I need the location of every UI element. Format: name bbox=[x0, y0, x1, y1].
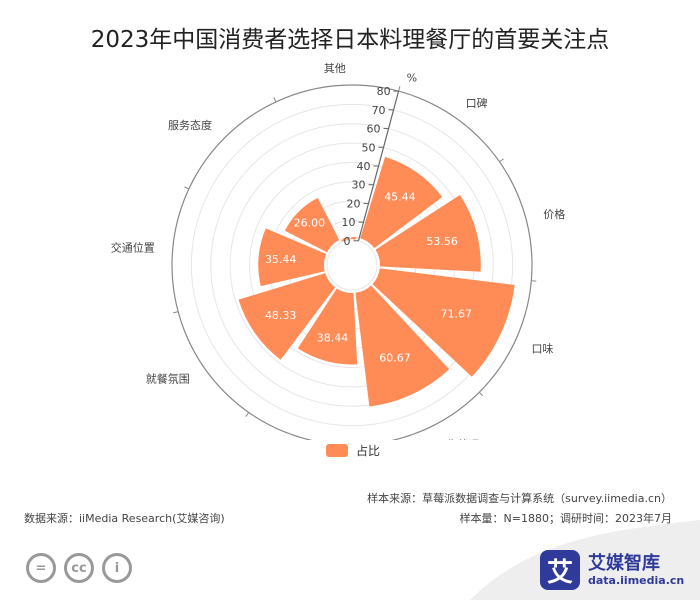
bar-sector bbox=[355, 285, 450, 407]
category-label: 就餐氛围 bbox=[146, 372, 190, 386]
category-label: 服务态度 bbox=[168, 118, 212, 132]
data-label: 71.67 bbox=[441, 308, 473, 321]
bar-sector bbox=[238, 273, 336, 360]
brand: 艾 艾媒智库 data.iimedia.cn bbox=[540, 550, 684, 590]
angle-tick bbox=[173, 311, 179, 314]
equals-icon: = bbox=[26, 553, 56, 583]
radial-tick-label: 80 bbox=[377, 85, 391, 98]
data-label: 48.33 bbox=[265, 309, 297, 322]
sample-source: 样本来源：草莓派数据调查与计算系统（survey.iimedia.cn） bbox=[367, 492, 672, 505]
bar-sector bbox=[375, 194, 481, 272]
radial-tick-label: 20 bbox=[346, 197, 360, 210]
category-label: 交通位置 bbox=[111, 241, 155, 255]
brand-logo: 艾 bbox=[540, 550, 580, 590]
data-label: 38.44 bbox=[317, 332, 349, 345]
radial-tick-label: 0 bbox=[343, 235, 350, 248]
bar-sector bbox=[372, 268, 515, 377]
category-label: 口味 bbox=[531, 343, 553, 356]
radial-tick-label: 50 bbox=[362, 141, 376, 154]
angle-tick bbox=[273, 97, 277, 103]
sample-size: 样本量：N=1880；调研时间：2023年7月 bbox=[459, 512, 672, 525]
category-label: 其他 bbox=[324, 62, 346, 75]
data-label: 26.00 bbox=[294, 216, 326, 229]
bar-sector bbox=[341, 237, 359, 242]
radial-unit: % bbox=[407, 71, 417, 84]
radial-tick-label: 30 bbox=[352, 179, 366, 192]
data-label: 45.44 bbox=[384, 191, 416, 204]
bar-sector bbox=[360, 156, 443, 249]
angle-tick bbox=[245, 412, 250, 417]
data-label: 35.44 bbox=[265, 253, 297, 266]
category-label: 价格 bbox=[543, 207, 565, 221]
license-icons: = cc i bbox=[26, 553, 132, 583]
grid-circle bbox=[210, 123, 494, 407]
radial-tick-label: 10 bbox=[341, 216, 355, 229]
brand-background bbox=[470, 520, 700, 600]
brand-url: data.iimedia.cn bbox=[588, 573, 685, 587]
chart-title: 2023年中国消费者选择日本料理餐厅的首要关注点 bbox=[90, 27, 610, 53]
angle-tick bbox=[499, 158, 504, 163]
person-icon: i bbox=[102, 553, 132, 583]
category-label: 卫生状况 bbox=[436, 437, 480, 440]
data-label: 0.22 bbox=[337, 230, 362, 243]
polar-bar-chart: 45.44 53.56 71.67 60.67 38.44 48.33 35.44 26.00… bbox=[111, 62, 565, 440]
data-source: 数据来源：iiMedia Research(艾媒咨询) bbox=[24, 512, 225, 525]
radial-tick-label: 60 bbox=[367, 123, 381, 136]
brand-name: 艾媒智库 bbox=[588, 552, 660, 574]
radial-tick-label: 70 bbox=[372, 104, 386, 117]
data-label: 60.67 bbox=[379, 351, 411, 364]
angle-tick bbox=[184, 186, 190, 190]
angle-tick bbox=[398, 86, 401, 92]
bar-sector bbox=[284, 197, 340, 253]
legend-swatch bbox=[326, 444, 348, 457]
cc-icon: cc bbox=[64, 553, 94, 583]
bar-sector bbox=[258, 228, 327, 287]
legend[interactable]: 占比 bbox=[326, 442, 380, 459]
inner-circle bbox=[326, 239, 378, 291]
grid-circle bbox=[171, 84, 533, 440]
angle-tick bbox=[478, 391, 484, 397]
category-label: 口碑 bbox=[466, 97, 488, 110]
bar-sector bbox=[297, 288, 358, 365]
legend-label: 占比 bbox=[356, 444, 381, 458]
data-label: 53.56 bbox=[426, 235, 458, 248]
radial-tick-label: 40 bbox=[357, 160, 371, 173]
grid-circle bbox=[190, 103, 514, 427]
